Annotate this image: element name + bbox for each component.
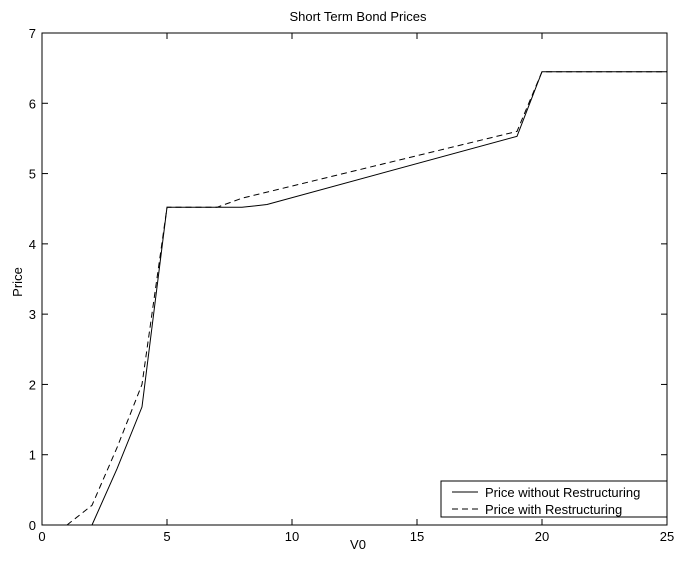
legend-label-with-restructuring: Price with Restructuring (485, 502, 622, 517)
series-lines (66, 71, 667, 526)
y-axis-label: Price (10, 267, 25, 297)
legend-box (440, 480, 668, 518)
y-tick-label: 0 (29, 518, 36, 533)
x-tick-label: 20 (535, 529, 549, 544)
x-tick-label: 15 (410, 529, 424, 544)
y-tick-label: 5 (29, 167, 36, 182)
y-tick-label: 2 (29, 377, 36, 392)
legend: Price without Restructuring Price with R… (440, 480, 668, 518)
series-line-with-restructuring (66, 71, 667, 526)
chart-title: Short Term Bond Prices (289, 9, 427, 24)
x-tick-label: 25 (660, 529, 674, 544)
x-axis-label: V0 (350, 537, 366, 552)
plot-area (41, 32, 668, 526)
y-tick-label: 4 (29, 237, 36, 252)
y-tick-label: 1 (29, 448, 36, 463)
y-tick-label: 3 (29, 307, 36, 322)
y-tick-label: 7 (29, 26, 36, 41)
x-tick-label: 10 (285, 529, 299, 544)
legend-label-without-restructuring: Price without Restructuring (485, 485, 640, 500)
axis-ticks: 0 5 10 15 20 25 0 1 2 3 4 5 6 7 (29, 26, 674, 544)
x-tick-label: 0 (38, 529, 45, 544)
x-tick-label: 5 (163, 529, 170, 544)
y-tick-label: 6 (29, 96, 36, 111)
series-line-without-restructuring (91, 71, 667, 526)
